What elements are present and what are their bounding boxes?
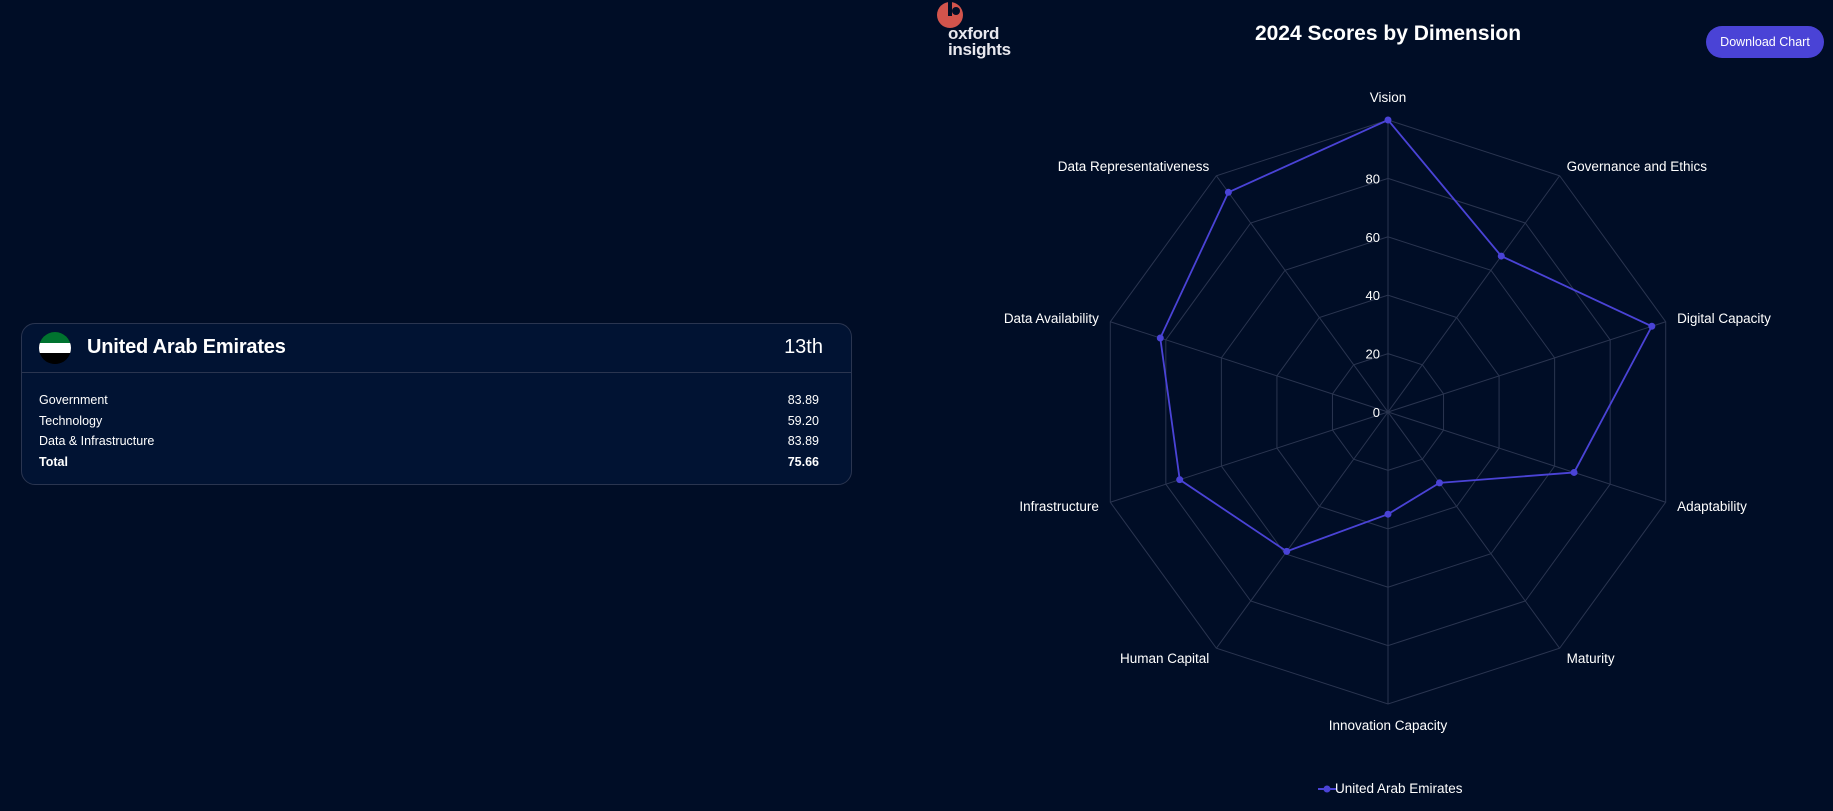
logo-line-1: oxford	[948, 24, 1000, 43]
data-point	[1384, 116, 1392, 124]
data-point	[1384, 510, 1392, 518]
metric-value: 75.66	[787, 454, 819, 469]
data-point	[1435, 479, 1443, 487]
radial-tick-label: 60	[1366, 230, 1380, 245]
metric-label: Total	[39, 454, 68, 469]
logo-mark-icon	[937, 2, 963, 28]
category-label: Human Capital	[1120, 651, 1209, 666]
metric-row-technology: Technology 59.20	[39, 411, 819, 432]
category-label: Innovation Capacity	[1329, 718, 1448, 733]
data-point	[1283, 547, 1291, 555]
metric-row-total: Total 75.66	[39, 452, 819, 473]
data-point	[1648, 322, 1656, 330]
metric-label: Government	[39, 393, 108, 407]
radial-tick-label: 80	[1366, 171, 1380, 186]
category-label: Digital Capacity	[1677, 311, 1771, 326]
chart-legend[interactable]: United Arab Emirates	[1312, 780, 1482, 798]
card-header: United Arab Emirates 13th	[22, 324, 851, 373]
metric-value: 83.89	[787, 434, 819, 448]
country-rank: 13th	[784, 336, 823, 358]
metric-value: 83.89	[787, 393, 819, 407]
flag-band-white	[39, 343, 71, 353]
flag-band-black	[39, 353, 71, 364]
data-point	[1224, 188, 1232, 196]
grid-spoke	[1110, 411, 1389, 503]
radial-tick-label: 20	[1366, 347, 1380, 362]
logo-text: oxford insights	[948, 24, 1011, 59]
data-point	[1570, 468, 1578, 476]
country-card: United Arab Emirates 13th Government 83.…	[21, 323, 852, 485]
uae-flag-icon	[39, 332, 71, 364]
grid-spoke	[1215, 411, 1389, 649]
category-label: Data Availability	[1004, 311, 1099, 326]
grid-spoke	[1387, 321, 1666, 413]
radial-tick-label: 40	[1366, 288, 1380, 303]
metric-label: Technology	[39, 413, 103, 428]
category-label: Adaptability	[1677, 499, 1747, 514]
category-label: Vision	[1370, 90, 1407, 105]
logo-line-2: insights	[948, 40, 1011, 59]
category-label: Data Representativeness	[1058, 159, 1210, 174]
data-point	[1176, 476, 1184, 484]
grid-spoke	[1215, 175, 1389, 413]
category-label: Maturity	[1567, 651, 1615, 666]
metric-value: 59.20	[787, 413, 819, 428]
grid-spoke	[1387, 411, 1561, 649]
radial-tick-label: 0	[1373, 405, 1380, 420]
data-point	[1497, 252, 1505, 260]
download-chart-button[interactable]: Download Chart	[1706, 26, 1824, 58]
metric-label: Data & Infrastructure	[39, 434, 155, 448]
country-name: United Arab Emirates	[87, 336, 286, 358]
oxford-insights-logo: oxford insights	[935, 2, 1025, 60]
grid-spoke	[1387, 411, 1666, 503]
metric-row-government: Government 83.89	[39, 390, 819, 411]
legend-label: United Arab Emirates	[1335, 781, 1463, 796]
data-point	[1156, 334, 1164, 342]
category-label: Infrastructure	[1019, 499, 1099, 514]
flag-band-green	[39, 332, 71, 343]
legend-marker-icon	[1318, 785, 1336, 793]
chart-title: 2024 Scores by Dimension	[1254, 22, 1522, 45]
metric-row-data-infrastructure: Data & Infrastructure 83.89	[39, 431, 819, 452]
grid-spoke	[1387, 175, 1561, 413]
grid-spoke	[1110, 321, 1389, 413]
category-label: Governance and Ethics	[1567, 159, 1708, 174]
metrics-list: Government 83.89 Technology 59.20 Data &…	[39, 390, 819, 472]
